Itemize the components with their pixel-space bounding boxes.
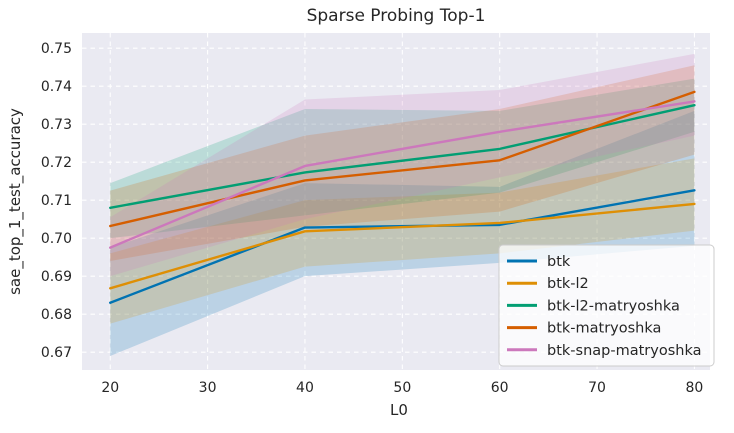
legend-box xyxy=(498,244,715,367)
legend-item-btk: btk xyxy=(507,254,571,270)
x-tick-label: 40 xyxy=(296,380,314,396)
y-tick-label: 0.70 xyxy=(41,231,72,247)
ci-band-btk-l2-matryoshka xyxy=(110,78,695,239)
legend-label: btk-l2-matryoshka xyxy=(547,298,680,314)
line-btk-snap-matryoshka xyxy=(109,100,696,249)
legend-label: btk-l2 xyxy=(547,276,589,292)
ci-band-btk-matryoshka xyxy=(110,65,695,261)
legend-label: btk-snap-matryoshka xyxy=(547,343,701,359)
tick-labels: 0.67 0.68 0.69 0.70 0.71 0.72 0.73 0.74 0.75 20 30… xyxy=(41,41,704,396)
y-tick-label: 0.71 xyxy=(41,193,72,209)
legend-label: btk-matryoshka xyxy=(547,321,661,337)
legend-item-btk-snap-matryoshka: btk-snap-matryoshka xyxy=(507,343,701,359)
x-tick-label: 70 xyxy=(588,380,606,396)
x-tick-label: 20 xyxy=(101,380,119,396)
chart-title: Sparse Probing Top-1 xyxy=(307,6,486,26)
y-axis-label: sae_top_1_test_accuracy xyxy=(6,108,25,295)
ci-band-btk xyxy=(110,110,695,356)
y-tick-label: 0.69 xyxy=(41,269,72,285)
y-tick-label: 0.72 xyxy=(41,155,72,171)
line-btk-l2 xyxy=(109,202,696,290)
legend-label: btk xyxy=(547,254,571,270)
x-tick-label: 60 xyxy=(491,380,509,396)
legend-item-btk-l2-matryoshka: btk-l2-matryoshka xyxy=(507,298,680,314)
ci-band-btk-snap-matryoshka xyxy=(110,53,695,277)
line-btk-matryoshka xyxy=(109,90,696,228)
x-tick-label: 30 xyxy=(199,380,217,396)
y-tick-label: 0.67 xyxy=(41,345,72,361)
y-tick-label: 0.75 xyxy=(41,41,72,57)
legend-item-btk-l2: btk-l2 xyxy=(507,276,589,292)
ci-band-btk-l2 xyxy=(110,158,695,324)
y-tick-label: 0.73 xyxy=(41,117,72,133)
gridlines xyxy=(82,33,710,370)
legend: btk btk-l2 btk-l2-matryoshka btk-matryoshka… xyxy=(498,244,715,367)
x-axis-label: L0 xyxy=(390,401,408,419)
x-tick-label: 50 xyxy=(393,380,411,396)
y-tick-label: 0.68 xyxy=(41,307,72,323)
y-tick-label: 0.74 xyxy=(41,79,72,95)
legend-item-btk-matryoshka: btk-matryoshka xyxy=(507,321,661,337)
x-tick-label: 80 xyxy=(686,380,704,396)
